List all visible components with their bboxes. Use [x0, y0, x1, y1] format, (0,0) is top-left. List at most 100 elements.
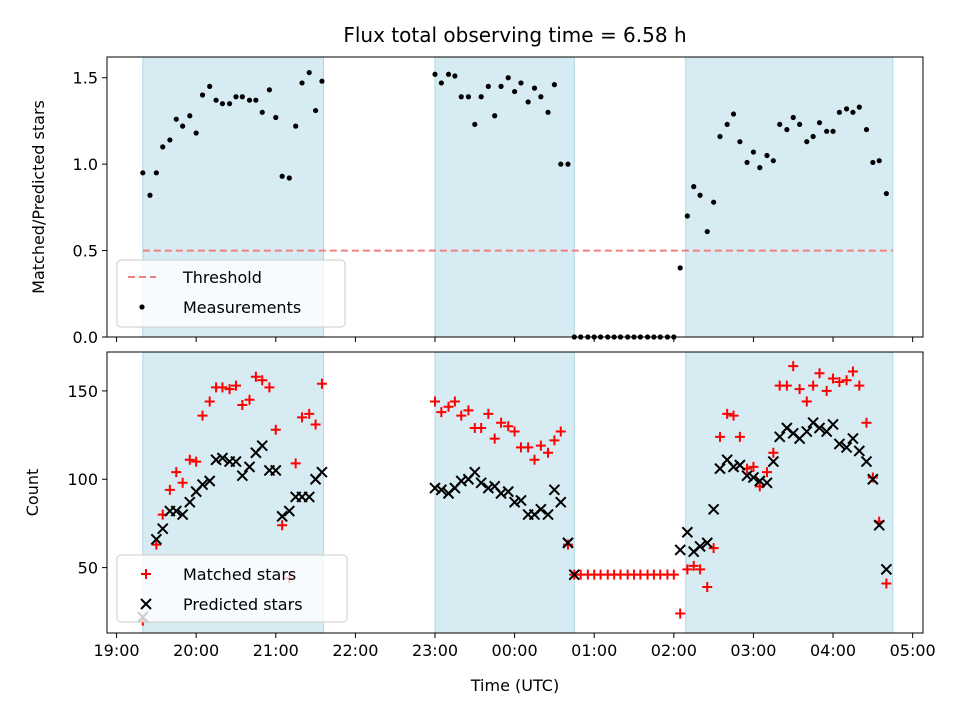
- predicted-star-point: [860, 455, 873, 468]
- measurement-point: [830, 128, 836, 134]
- y-tick-label: 150: [67, 382, 98, 401]
- measurement-point: [757, 165, 763, 171]
- matched-star-point: [688, 560, 699, 571]
- predicted-star-point: [727, 461, 740, 473]
- predicted-star-point: [216, 452, 229, 464]
- matched-star-point: [781, 380, 792, 391]
- predicted-star-point: [210, 454, 222, 466]
- measurement-point: [512, 88, 518, 95]
- matched-star-point: [682, 564, 693, 575]
- matched-star-point: [801, 396, 812, 407]
- measurement-point: [199, 92, 206, 98]
- predicted-star-point: [176, 508, 189, 521]
- predicted-star-point: [873, 519, 885, 531]
- matched-star-point: [277, 520, 288, 531]
- measurement-point: [730, 111, 737, 117]
- measurement-point: [226, 101, 233, 107]
- predicted-star-point: [701, 537, 713, 549]
- matched-star-point: [814, 368, 825, 379]
- matched-star-point: [668, 569, 679, 580]
- predicted-star-point: [833, 438, 846, 450]
- count-x-ticks: 19:00 20:00 21:00 22:00 23:00 00:00 01:00 02:00…: [93, 633, 936, 660]
- measurement-point: [558, 161, 564, 167]
- matched-star-point: [463, 405, 474, 416]
- measurement-point: [160, 144, 166, 150]
- count-points: [137, 361, 893, 626]
- predicted-star-point: [674, 544, 686, 556]
- matched-star-point: [768, 447, 779, 458]
- measurement-point: [863, 126, 870, 133]
- measurement-point: [876, 158, 882, 164]
- figure-title: Flux total observing time = 6.58 h: [343, 23, 686, 47]
- predicted-star-point: [435, 484, 448, 496]
- matched-star-point: [535, 440, 546, 451]
- matched-star-point: [489, 433, 500, 444]
- predicted-star-point: [747, 471, 760, 484]
- matched-star-point: [204, 396, 215, 407]
- ratio-legend: Threshold Measurements: [116, 259, 346, 328]
- measurement-point: [207, 83, 213, 89]
- predicted-star-point: [880, 563, 893, 576]
- predicted-star-point: [853, 445, 866, 457]
- matched-star-point: [714, 431, 725, 442]
- matched-star-point: [861, 417, 872, 428]
- measurement-point: [777, 121, 783, 128]
- observing-band: [685, 351, 894, 634]
- ratio-y-axis-label: Matched/Predicted stars: [29, 100, 48, 294]
- measurement-point: [677, 265, 683, 271]
- measurement-point: [824, 128, 830, 134]
- x-tick-label: 01:00: [571, 641, 617, 660]
- measurement-point: [545, 109, 551, 115]
- measurement-point: [810, 133, 816, 140]
- measurement-points: [140, 69, 889, 340]
- measurement-point: [797, 121, 803, 128]
- measurement-point: [717, 133, 723, 140]
- x-tick-label: 04:00: [810, 641, 856, 660]
- matched-star-point: [164, 484, 175, 495]
- legend-box: [116, 259, 346, 328]
- measurement-point: [299, 80, 305, 86]
- matched-star-point: [270, 424, 281, 435]
- matched-star-point: [788, 361, 799, 372]
- measurement-point: [816, 120, 823, 126]
- predicted-star-point: [562, 537, 574, 549]
- measurement-point: [253, 97, 259, 103]
- matched-star-point: [748, 461, 759, 472]
- matched-star-point: [290, 458, 301, 469]
- observing-band: [434, 56, 575, 338]
- matched-star-point: [197, 410, 208, 421]
- observing-bands-top: [142, 56, 894, 338]
- measurement-point: [836, 109, 843, 115]
- x-tick-label: 19:00: [93, 641, 139, 660]
- measurement-point: [259, 109, 265, 115]
- measurement-point: [750, 149, 757, 155]
- x-tick-label: 22:00: [332, 641, 378, 660]
- measurement-point: [711, 199, 717, 205]
- measurement-point: [505, 75, 511, 81]
- observing-band: [685, 56, 894, 338]
- measurement-point: [697, 192, 703, 198]
- matched-star-point: [523, 442, 534, 453]
- matched-star-point: [217, 382, 228, 393]
- predicted-star-point: [761, 477, 773, 489]
- predicted-star-point: [801, 425, 813, 438]
- legend-matched-swatch: [141, 569, 151, 579]
- predicted-star-point: [303, 491, 315, 503]
- predicted-star-point: [827, 418, 839, 431]
- measurement-point: [445, 71, 452, 77]
- matched-star-point: [734, 431, 745, 442]
- predicted-star-point: [203, 475, 216, 487]
- measurement-point: [213, 97, 219, 103]
- measurement-point: [465, 94, 472, 100]
- measurement-point: [485, 83, 491, 89]
- matched-star-point: [310, 419, 321, 430]
- y-tick-label: 0.0: [73, 328, 98, 347]
- measurement-point: [737, 139, 743, 145]
- matched-star-point: [834, 377, 845, 388]
- matched-star-point: [297, 412, 308, 423]
- measurement-point: [266, 87, 273, 93]
- x-tick-label: 03:00: [730, 641, 776, 660]
- predicted-star-point: [157, 523, 169, 535]
- predicted-star-point: [270, 464, 282, 477]
- matched-star-point: [257, 375, 268, 386]
